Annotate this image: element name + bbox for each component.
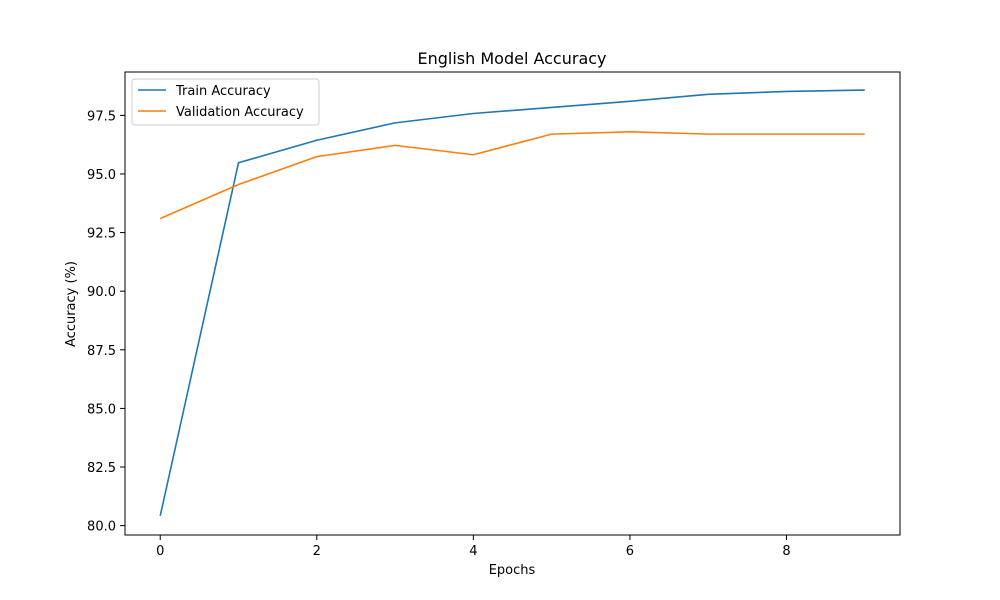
y-tick-label: 80.0	[87, 520, 116, 535]
y-tick-label: 85.0	[87, 402, 116, 417]
y-tick-label: 95.0	[87, 168, 116, 183]
y-axis-label: Accuracy (%)	[64, 261, 79, 347]
legend: Train Accuracy Validation Accuracy	[131, 78, 320, 126]
y-tick-label: 97.5	[87, 109, 116, 124]
y-tick-label: 87.5	[87, 344, 116, 359]
legend-box	[131, 78, 320, 126]
x-tick-label: 4	[469, 544, 477, 559]
x-tick-label: 2	[313, 544, 321, 559]
y-tick-label: 92.5	[87, 227, 116, 242]
x-tick-label: 8	[782, 544, 790, 559]
x-tick-label: 0	[156, 544, 164, 559]
y-tick-label: 90.0	[87, 285, 116, 300]
legend-label-validation-accuracy: Validation Accuracy	[176, 105, 304, 120]
x-axis-ticks: 0 2 4 6 8	[156, 535, 791, 559]
series-line-validation-accuracy	[159, 130, 865, 220]
x-tick-label: 6	[626, 544, 634, 559]
chart-title: English Model Accuracy	[417, 49, 606, 68]
series-lines	[159, 89, 865, 516]
y-tick-label: 82.5	[87, 461, 116, 476]
y-axis-ticks: 80.0 82.5 85.0 87.5 90.0 92.5 95.0 97.5	[87, 109, 125, 535]
series-line-train-accuracy	[159, 89, 865, 516]
x-axis-label: Epochs	[489, 563, 536, 578]
plot-area-frame	[124, 71, 901, 536]
legend-label-train-accuracy: Train Accuracy	[175, 84, 271, 99]
